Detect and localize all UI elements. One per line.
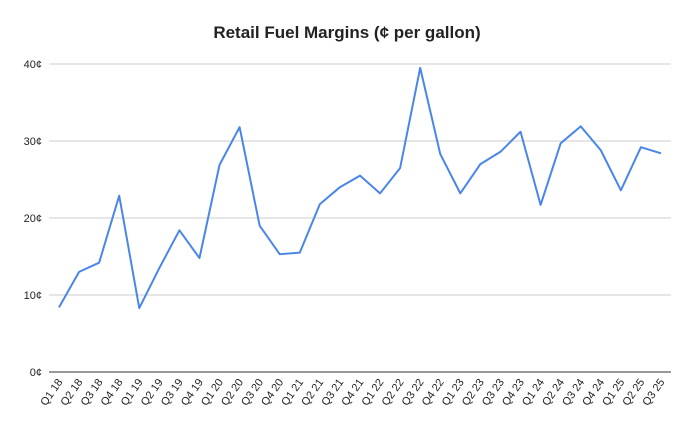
y-tick-label: 10¢	[24, 290, 42, 302]
x-tick-label: Q3 25	[640, 377, 667, 408]
y-tick-label: 30¢	[24, 136, 42, 148]
y-tick-label: 40¢	[24, 59, 42, 71]
line-series	[58, 66, 662, 310]
chart-title: Retail Fuel Margins (¢ per gallon)	[213, 23, 480, 42]
y-tick-label: 20¢	[24, 213, 42, 225]
y-tick-label: 0¢	[30, 367, 42, 379]
